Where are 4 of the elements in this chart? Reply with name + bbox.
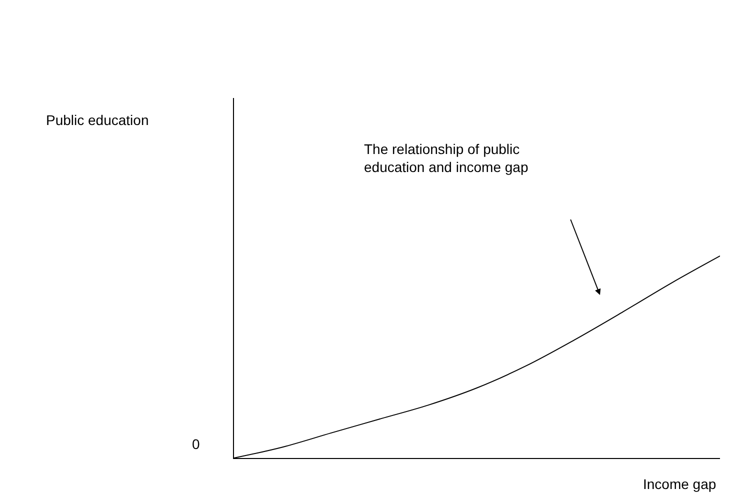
text: The relationship of public education and income gap bbox=[364, 141, 528, 176]
text: 0 bbox=[192, 436, 200, 452]
x-axis-title: Income gap bbox=[643, 476, 716, 492]
text: Public education bbox=[46, 112, 149, 128]
